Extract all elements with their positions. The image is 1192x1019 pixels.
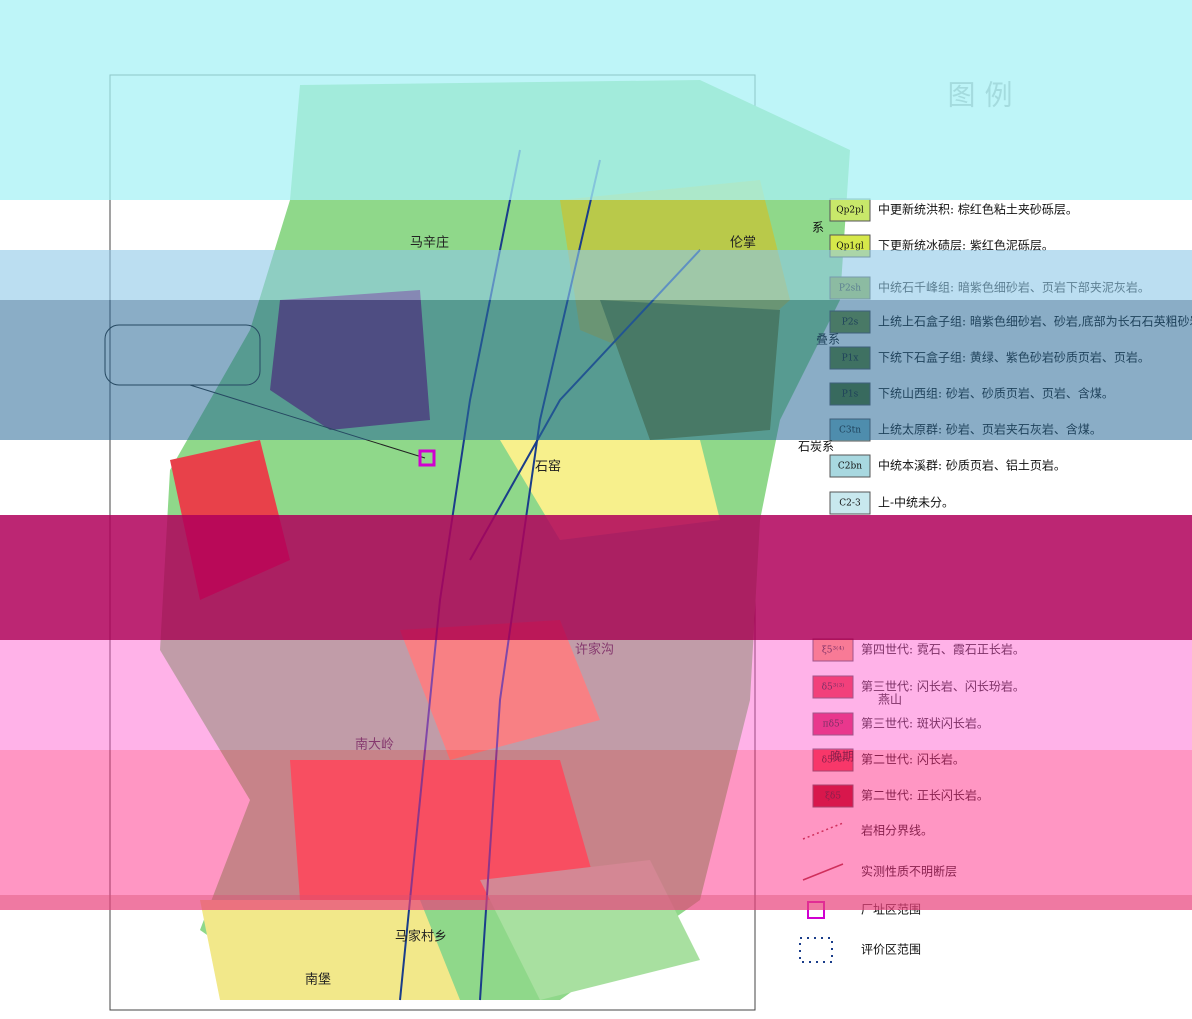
- legend-group: 燕山: [878, 693, 902, 707]
- legend-text: 第三世代: 斑状闪长岩。: [861, 716, 989, 731]
- legend-code: πδ5³: [823, 720, 844, 730]
- legend-code: Qp1gl: [836, 242, 864, 252]
- place-name: 伦掌: [730, 236, 756, 251]
- legend-text: 上-中统未分。: [878, 495, 954, 510]
- legend-text: 第三世代: 闪长岩、闪长玢岩。: [861, 679, 1025, 694]
- legend-swatch: [829, 491, 871, 515]
- legend-code: C2bn: [838, 462, 862, 472]
- legend-group: 系: [812, 221, 824, 235]
- legend-code: δ5³⁽³⁾: [822, 682, 845, 693]
- place-name: 南堡: [305, 972, 331, 988]
- legend-code: Qp2pl: [836, 206, 864, 216]
- legend-text: 下更新统冰碛层: 紫红色泥砾层。: [878, 238, 1054, 253]
- legend-text: 中统本溪群: 砂质页岩、铝土页岩。: [878, 458, 1066, 473]
- legend-text: 中更新统洪积: 棕红色粘土夹砂砾层。: [878, 202, 1078, 217]
- legend-swatch: [812, 675, 854, 699]
- legend-swatch: [812, 712, 854, 736]
- place-name: 石窑: [535, 459, 561, 475]
- legend-code: ξ5³⁽⁴⁾: [822, 645, 844, 656]
- legend-eval-symbol: [799, 937, 833, 963]
- place-name: 许家沟: [575, 642, 614, 658]
- legend-swatch: [829, 454, 871, 478]
- legend-text: 第四世代: 霓石、霞石正长岩。: [861, 642, 1025, 657]
- place-name: 马家村乡: [395, 929, 447, 945]
- legend-group: 石炭系: [798, 440, 834, 454]
- legend-text: 评价区范围: [861, 943, 921, 957]
- place-name: 南大岭: [355, 737, 394, 753]
- place-name: 马辛庄: [410, 235, 449, 251]
- legend-code: C2-3: [839, 499, 861, 509]
- site-marker: [418, 449, 436, 467]
- glitch-bands: [0, 0, 1192, 910]
